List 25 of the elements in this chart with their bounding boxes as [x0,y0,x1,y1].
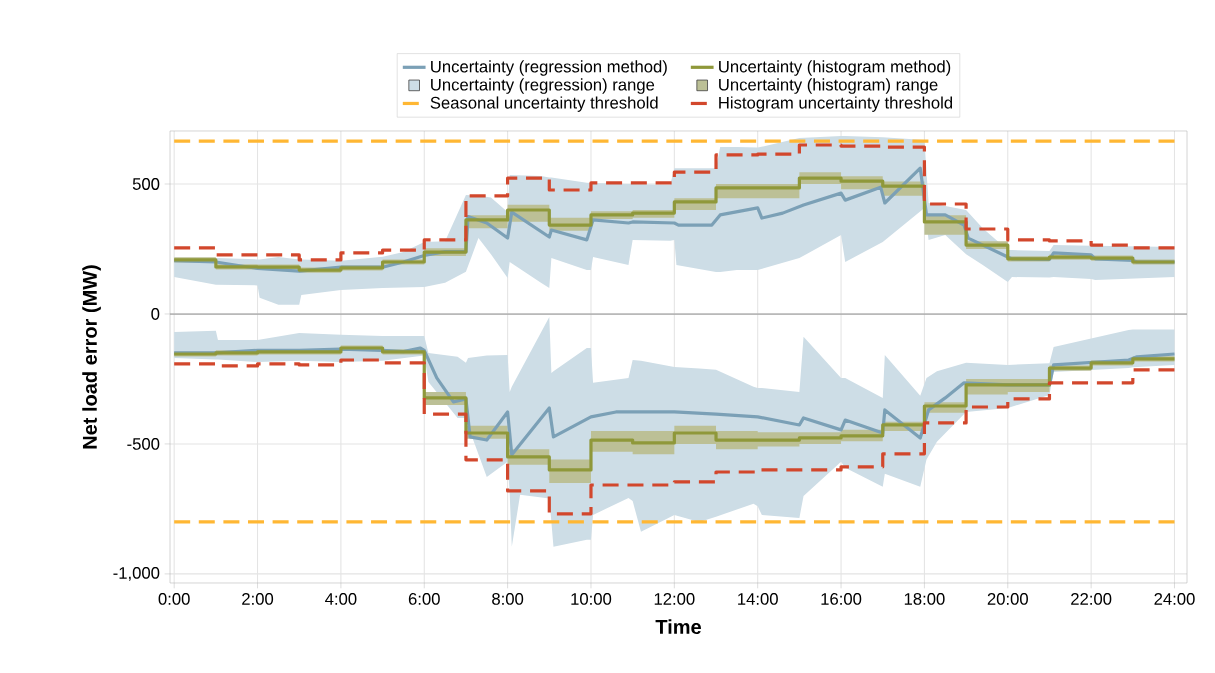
x-tick-label: 4:00 [325,593,357,605]
legend-label: Uncertainty (regression) range [431,78,655,94]
x-tick-label: 6:00 [408,593,440,605]
y-tick-label: 500 [132,178,160,190]
x-tick-label: 10:00 [571,593,612,605]
x-tick-label: 8:00 [492,593,524,605]
x-tick-label: 24:00 [1154,593,1195,605]
x-tick-label: 18:00 [904,593,945,605]
x-axis-title: Time [655,619,701,634]
x-tick-label: 2:00 [242,593,274,605]
y-axis-title: Net load error (MW) [82,265,101,449]
x-tick-label: 0:00 [158,593,190,605]
x-tick-label: 22:00 [1071,593,1112,605]
legend-label: Seasonal uncertainty threshold [430,96,658,112]
legend-label: Uncertainty (histogram) range [719,78,938,94]
y-tick-label: -1,000 [113,567,160,581]
legend-label: Uncertainty (histogram method) [719,60,951,76]
x-tick-label: 20:00 [987,593,1028,605]
y-tick-label: -500 [127,438,160,450]
legend-label: Uncertainty (regression method) [431,60,667,76]
legend-label: Histogram uncertainty threshold [719,96,953,112]
y-tick-label: 0 [151,308,160,320]
x-tick-label: 16:00 [821,593,862,605]
x-tick-label: 14:00 [738,593,778,605]
x-tick-label: 12:00 [654,593,695,605]
